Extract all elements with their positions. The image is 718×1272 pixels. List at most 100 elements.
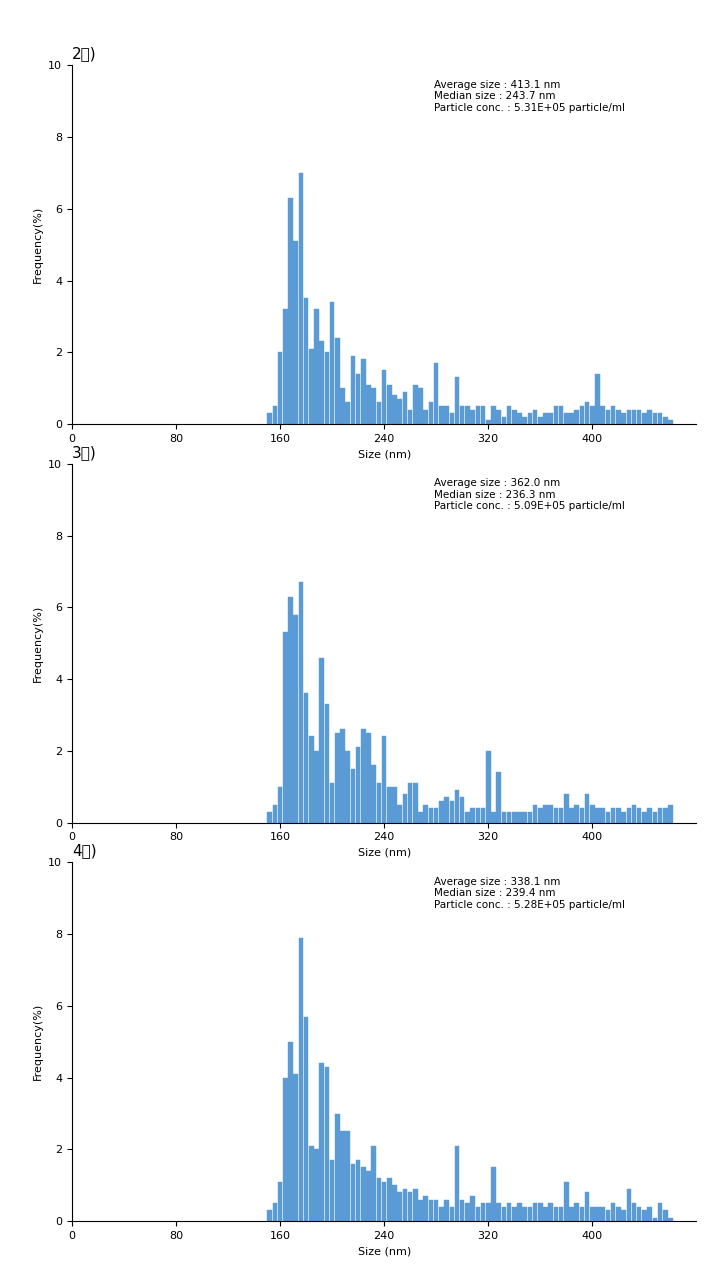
Bar — [294, 1074, 298, 1221]
Bar — [299, 173, 303, 424]
Bar — [627, 410, 631, 424]
Bar — [408, 1192, 412, 1221]
Bar — [387, 384, 391, 424]
Bar — [523, 812, 527, 823]
Bar — [278, 1182, 282, 1221]
Bar — [637, 1207, 641, 1221]
Bar — [434, 363, 439, 424]
Bar — [491, 812, 495, 823]
Text: 4차): 4차) — [72, 843, 96, 859]
Bar — [611, 406, 615, 424]
Bar — [314, 1150, 319, 1221]
Bar — [585, 794, 589, 823]
Bar — [465, 406, 470, 424]
Bar — [632, 410, 636, 424]
Y-axis label: Frequency(%): Frequency(%) — [32, 1004, 42, 1080]
Bar — [549, 413, 553, 424]
Bar — [569, 1207, 574, 1221]
Bar — [653, 812, 657, 823]
Bar — [371, 766, 376, 823]
Bar — [387, 1178, 391, 1221]
Bar — [444, 406, 449, 424]
Bar — [294, 614, 298, 823]
Text: Average size : 338.1 nm
Median size : 239.4 nm
Particle conc. : 5.28E+05 particl: Average size : 338.1 nm Median size : 23… — [434, 876, 625, 909]
Bar — [439, 1207, 444, 1221]
Bar — [377, 784, 381, 823]
Bar — [361, 729, 365, 823]
Bar — [481, 808, 485, 823]
Bar — [377, 1178, 381, 1221]
Bar — [335, 1113, 340, 1221]
X-axis label: Size (nm): Size (nm) — [358, 1247, 411, 1257]
Bar — [424, 410, 428, 424]
Bar — [663, 808, 668, 823]
Bar — [574, 410, 579, 424]
Bar — [632, 1203, 636, 1221]
Bar — [429, 808, 433, 823]
Bar — [320, 341, 324, 424]
Bar — [595, 1207, 600, 1221]
Bar — [502, 1207, 506, 1221]
Bar — [579, 406, 584, 424]
Bar — [449, 801, 454, 823]
Bar — [564, 794, 569, 823]
Bar — [611, 808, 615, 823]
Bar — [325, 705, 329, 823]
Bar — [398, 1192, 402, 1221]
Bar — [278, 352, 282, 424]
Bar — [460, 798, 465, 823]
Bar — [429, 1199, 433, 1221]
Text: 3차): 3차) — [72, 445, 96, 460]
Bar — [413, 384, 418, 424]
Bar — [320, 1063, 324, 1221]
Bar — [600, 406, 605, 424]
Bar — [663, 1211, 668, 1221]
Bar — [283, 309, 287, 424]
Bar — [434, 808, 439, 823]
Bar — [663, 417, 668, 424]
Bar — [544, 1207, 548, 1221]
Bar — [574, 805, 579, 823]
Bar — [533, 805, 537, 823]
Bar — [579, 808, 584, 823]
Bar — [621, 413, 626, 424]
Bar — [387, 786, 391, 823]
Bar — [559, 1207, 564, 1221]
Bar — [398, 399, 402, 424]
Bar — [345, 402, 350, 424]
Bar — [340, 1132, 345, 1221]
Bar — [648, 1207, 652, 1221]
Bar — [496, 410, 501, 424]
X-axis label: Size (nm): Size (nm) — [358, 449, 411, 459]
Bar — [335, 338, 340, 424]
Bar — [637, 410, 641, 424]
Bar — [413, 784, 418, 823]
Bar — [465, 1203, 470, 1221]
Bar — [642, 413, 647, 424]
Bar — [330, 301, 335, 424]
Bar — [419, 1199, 423, 1221]
Bar — [600, 808, 605, 823]
Bar — [419, 388, 423, 424]
Bar — [512, 410, 516, 424]
Bar — [424, 1196, 428, 1221]
Bar — [523, 1207, 527, 1221]
Bar — [569, 413, 574, 424]
Bar — [314, 750, 319, 823]
Bar — [449, 1207, 454, 1221]
Bar — [595, 808, 600, 823]
Bar — [512, 1207, 516, 1221]
Bar — [606, 410, 610, 424]
Bar — [304, 1016, 308, 1221]
Bar — [642, 1211, 647, 1221]
Bar — [538, 417, 543, 424]
Bar — [517, 413, 522, 424]
Bar — [648, 410, 652, 424]
Bar — [350, 356, 355, 424]
Bar — [444, 798, 449, 823]
Bar — [325, 1067, 329, 1221]
Bar — [470, 808, 475, 823]
Bar — [366, 384, 370, 424]
Bar — [496, 772, 501, 823]
Bar — [486, 750, 490, 823]
